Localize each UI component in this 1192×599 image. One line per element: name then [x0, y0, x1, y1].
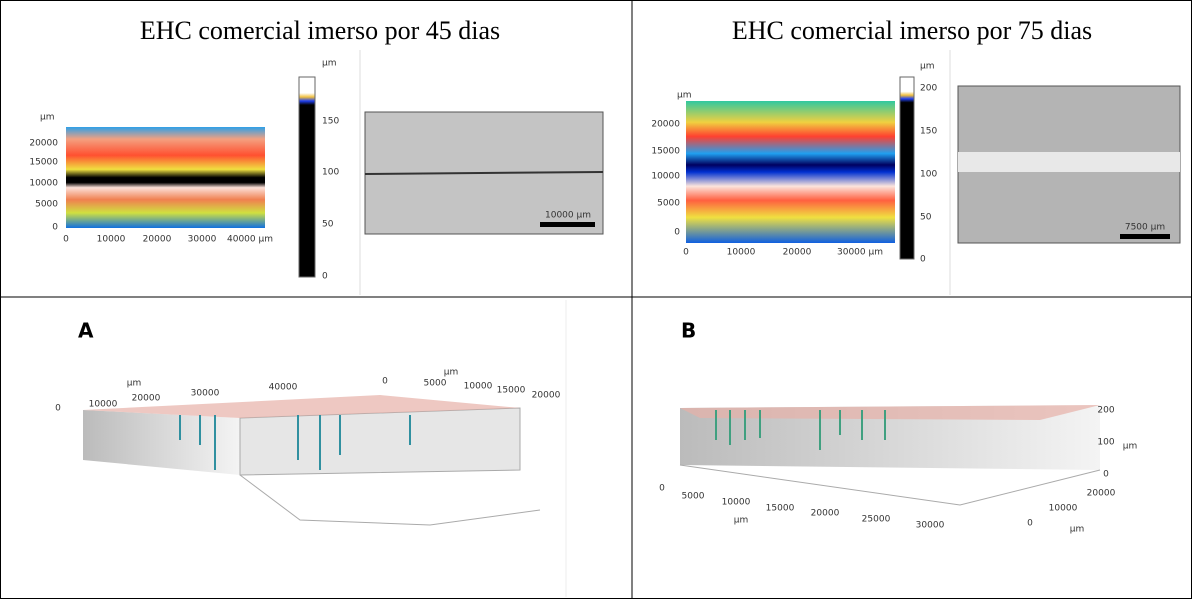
colorbar-tick-label: 150 — [920, 127, 937, 137]
plot-floor — [239, 474, 541, 526]
plot-wall — [680, 405, 1100, 470]
axis-label: 5000 — [682, 492, 705, 502]
x-tick-label: 0 — [683, 248, 689, 258]
axis-label: 30000 — [191, 389, 220, 399]
axis-label: 10000 — [89, 400, 118, 410]
axis-label: 40000 — [269, 383, 298, 393]
x-tick-label: 10000 — [727, 248, 756, 258]
axis-label: 20000 — [532, 391, 561, 401]
cell-title: EHC comercial imerso por 75 dias — [732, 16, 1092, 45]
axis-label: 10000 — [1049, 504, 1078, 514]
y-tick-label: 15000 — [651, 147, 680, 157]
color-bar — [899, 76, 915, 260]
y-tick-label: 5000 — [35, 200, 58, 210]
x-tick-label: 20000 — [783, 248, 812, 258]
scale-bar-label: 7500 µm — [1125, 223, 1165, 233]
scratch — [958, 152, 1180, 172]
colorbar-unit: µm — [920, 62, 935, 72]
y-tick-label: 0 — [674, 228, 680, 238]
colorbar-tick-label: 0 — [322, 272, 328, 282]
colorbar-tick-label: 200 — [920, 84, 937, 94]
axis-label: 30000 — [916, 521, 945, 531]
y-tick-label: 5000 — [657, 199, 680, 209]
plot-wall — [83, 410, 240, 475]
axis-label: µm — [734, 516, 749, 526]
x-tick-label: 30000 µm — [837, 248, 883, 258]
axis-label: 100 — [1097, 438, 1114, 448]
colorbar-tick-label: 0 — [920, 255, 926, 265]
axis-label: 0 — [55, 404, 61, 414]
surface — [680, 405, 1100, 420]
axis-unit: µm — [677, 91, 692, 101]
axis-label: µm — [444, 368, 459, 378]
axis-label: 5000 — [424, 379, 447, 389]
axis-label: µm — [1123, 442, 1138, 452]
colorbar-tick-label: 50 — [322, 220, 334, 230]
colorbar-tick-label: 50 — [920, 213, 932, 223]
axis-label: µm — [1070, 525, 1085, 535]
axis-label: 0 — [1027, 519, 1033, 529]
y-tick-label: 20000 — [29, 139, 58, 149]
colorbar-tick-label: 100 — [920, 170, 937, 180]
plot-floor — [679, 464, 1101, 506]
plot-wall — [239, 407, 521, 476]
scale-bar-label: 10000 µm — [545, 211, 591, 221]
panel-label: B — [681, 319, 696, 343]
scale-bar — [1120, 234, 1170, 239]
axis-label: 0 — [382, 377, 388, 387]
colorbar-tick-label: 100 — [322, 168, 339, 178]
x-tick-label: 40000 µm — [227, 235, 273, 245]
y-tick-label: 10000 — [29, 179, 58, 189]
x-tick-label: 20000 — [143, 235, 172, 245]
axis-label: 25000 — [862, 515, 891, 525]
height-map — [66, 127, 265, 228]
axis-label: 15000 — [766, 504, 795, 514]
axis-label: 20000 — [811, 509, 840, 519]
cell-title: EHC comercial imerso por 45 dias — [140, 16, 500, 45]
color-bar — [298, 76, 316, 278]
axis-label: 200 — [1097, 406, 1114, 416]
axis-label: µm — [127, 379, 142, 389]
axis-label: 20000 — [1087, 489, 1116, 499]
axis-label: 10000 — [464, 382, 493, 392]
y-tick-label: 15000 — [29, 158, 58, 168]
x-tick-label: 0 — [63, 235, 69, 245]
surface — [83, 395, 520, 418]
colorbar-unit: µm — [322, 59, 337, 69]
axis-label: 10000 — [722, 498, 751, 508]
x-tick-label: 30000 — [188, 235, 217, 245]
x-tick-label: 10000 — [97, 235, 126, 245]
y-tick-label: 10000 — [651, 172, 680, 182]
panel-label: A — [78, 319, 94, 343]
height-map — [686, 101, 895, 243]
axis-label: 20000 — [132, 394, 161, 404]
scale-bar — [540, 222, 595, 227]
y-tick-label: 0 — [52, 223, 58, 233]
axis-label: 15000 — [497, 386, 526, 396]
axis-unit: µm — [40, 113, 55, 123]
y-tick-label: 20000 — [651, 120, 680, 130]
axis-label: 0 — [659, 484, 665, 494]
axis-label: 0 — [1103, 470, 1109, 480]
scratch — [364, 171, 604, 175]
colorbar-tick-label: 150 — [322, 117, 339, 127]
